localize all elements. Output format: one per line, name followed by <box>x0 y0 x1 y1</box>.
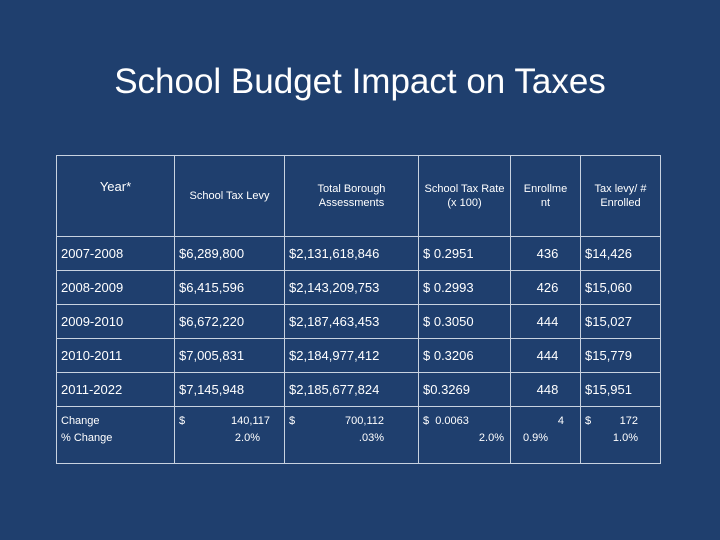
levy-change-value: 140,117 <box>231 415 270 427</box>
cell-rate: $ 0.2951 <box>418 236 511 271</box>
cell-per-enrolled: $15,060 <box>580 270 661 305</box>
cell-assessments: $2,184,977,412 <box>284 338 419 373</box>
cell-rate: $0.3269 <box>418 372 511 407</box>
cell-levy: $6,672,220 <box>174 304 285 339</box>
header-enrollment-line1: Enrollme <box>523 183 568 195</box>
table-row: 2009-2010 $6,672,220 $2,187,463,453 $ 0.… <box>56 304 661 339</box>
header-school-tax-rate: School Tax Rate (x 100) <box>418 155 511 237</box>
cell-enrollment: 436 <box>510 236 581 271</box>
assess-pct-change: .03% <box>358 432 384 444</box>
rate-pct-change: 2.0% <box>478 432 504 444</box>
cell-year: 2011-2022 <box>56 372 175 407</box>
cell-enrollment-change: 4 0.9% <box>510 406 581 464</box>
header-enrollment: Enrollme nt <box>510 155 581 237</box>
cell-enrollment: 426 <box>510 270 581 305</box>
change-row: Change % Change $ 140,117 2.0% $ 700,112… <box>56 406 661 464</box>
cell-rate: $ 0.3206 <box>418 338 511 373</box>
cell-per-enrolled: $15,951 <box>580 372 661 407</box>
assess-change-value: 700,112 <box>345 415 384 427</box>
cell-levy-change: $ 140,117 2.0% <box>174 406 285 464</box>
cell-assessments-change: $ 700,112 .03% <box>284 406 419 464</box>
cell-rate: $ 0.3050 <box>418 304 511 339</box>
table-row: 2010-2011 $7,005,831 $2,184,977,412 $ 0.… <box>56 338 661 373</box>
cell-levy: $6,415,596 <box>174 270 285 305</box>
cell-rate-change: $ 0.0063 2.0% <box>418 406 511 464</box>
levy-dollar-sign: $ <box>179 415 186 427</box>
cell-assessments: $2,143,209,753 <box>284 270 419 305</box>
cell-per-enrolled: $14,426 <box>580 236 661 271</box>
per-pct-change: 1.0% <box>612 432 638 444</box>
cell-change-labels: Change % Change <box>56 406 175 464</box>
header-school-tax-levy: School Tax Levy <box>174 155 285 237</box>
header-tax-levy-per-enrolled: Tax levy/ # Enrolled <box>580 155 661 237</box>
cell-year: 2010-2011 <box>56 338 175 373</box>
budget-table: Year* School Tax Levy Total Borough Asse… <box>56 155 661 464</box>
cell-per-enrolled-change: $ 172 1.0% <box>580 406 661 464</box>
label-pct-change: % Change <box>61 432 113 444</box>
cell-levy: $7,145,948 <box>174 372 285 407</box>
header-year: Year* <box>56 155 175 237</box>
label-change: Change <box>61 415 100 427</box>
cell-assessments: $2,187,463,453 <box>284 304 419 339</box>
per-dollar-sign: $ <box>585 415 592 427</box>
table-row: 2011-2022 $7,145,948 $2,185,677,824 $0.3… <box>56 372 661 407</box>
cell-assessments: $2,185,677,824 <box>284 372 419 407</box>
cell-per-enrolled: $15,027 <box>580 304 661 339</box>
cell-levy: $7,005,831 <box>174 338 285 373</box>
header-total-borough-assessments: Total Borough Assessments <box>284 155 419 237</box>
levy-pct-change: 2.0% <box>234 432 260 444</box>
enroll-change-value: 4 <box>557 415 564 427</box>
table-row: 2007-2008 $6,289,800 $2,131,618,846 $ 0.… <box>56 236 661 271</box>
assess-dollar-sign: $ <box>289 415 296 427</box>
cell-enrollment: 444 <box>510 338 581 373</box>
cell-enrollment: 448 <box>510 372 581 407</box>
cell-year: 2007-2008 <box>56 236 175 271</box>
cell-enrollment: 444 <box>510 304 581 339</box>
table-row: 2008-2009 $6,415,596 $2,143,209,753 $ 0.… <box>56 270 661 305</box>
cell-rate: $ 0.2993 <box>418 270 511 305</box>
rate-change-value: $ 0.0063 <box>423 415 469 427</box>
per-change-value: 172 <box>619 415 638 427</box>
cell-per-enrolled: $15,779 <box>580 338 661 373</box>
slide-title: School Budget Impact on Taxes <box>114 62 606 101</box>
header-enrollment-line2: nt <box>540 197 551 209</box>
table-header-row: Year* School Tax Levy Total Borough Asse… <box>56 155 661 237</box>
enroll-pct-change: 0.9% <box>523 432 549 444</box>
cell-year: 2009-2010 <box>56 304 175 339</box>
cell-levy: $6,289,800 <box>174 236 285 271</box>
cell-assessments: $2,131,618,846 <box>284 236 419 271</box>
cell-year: 2008-2009 <box>56 270 175 305</box>
